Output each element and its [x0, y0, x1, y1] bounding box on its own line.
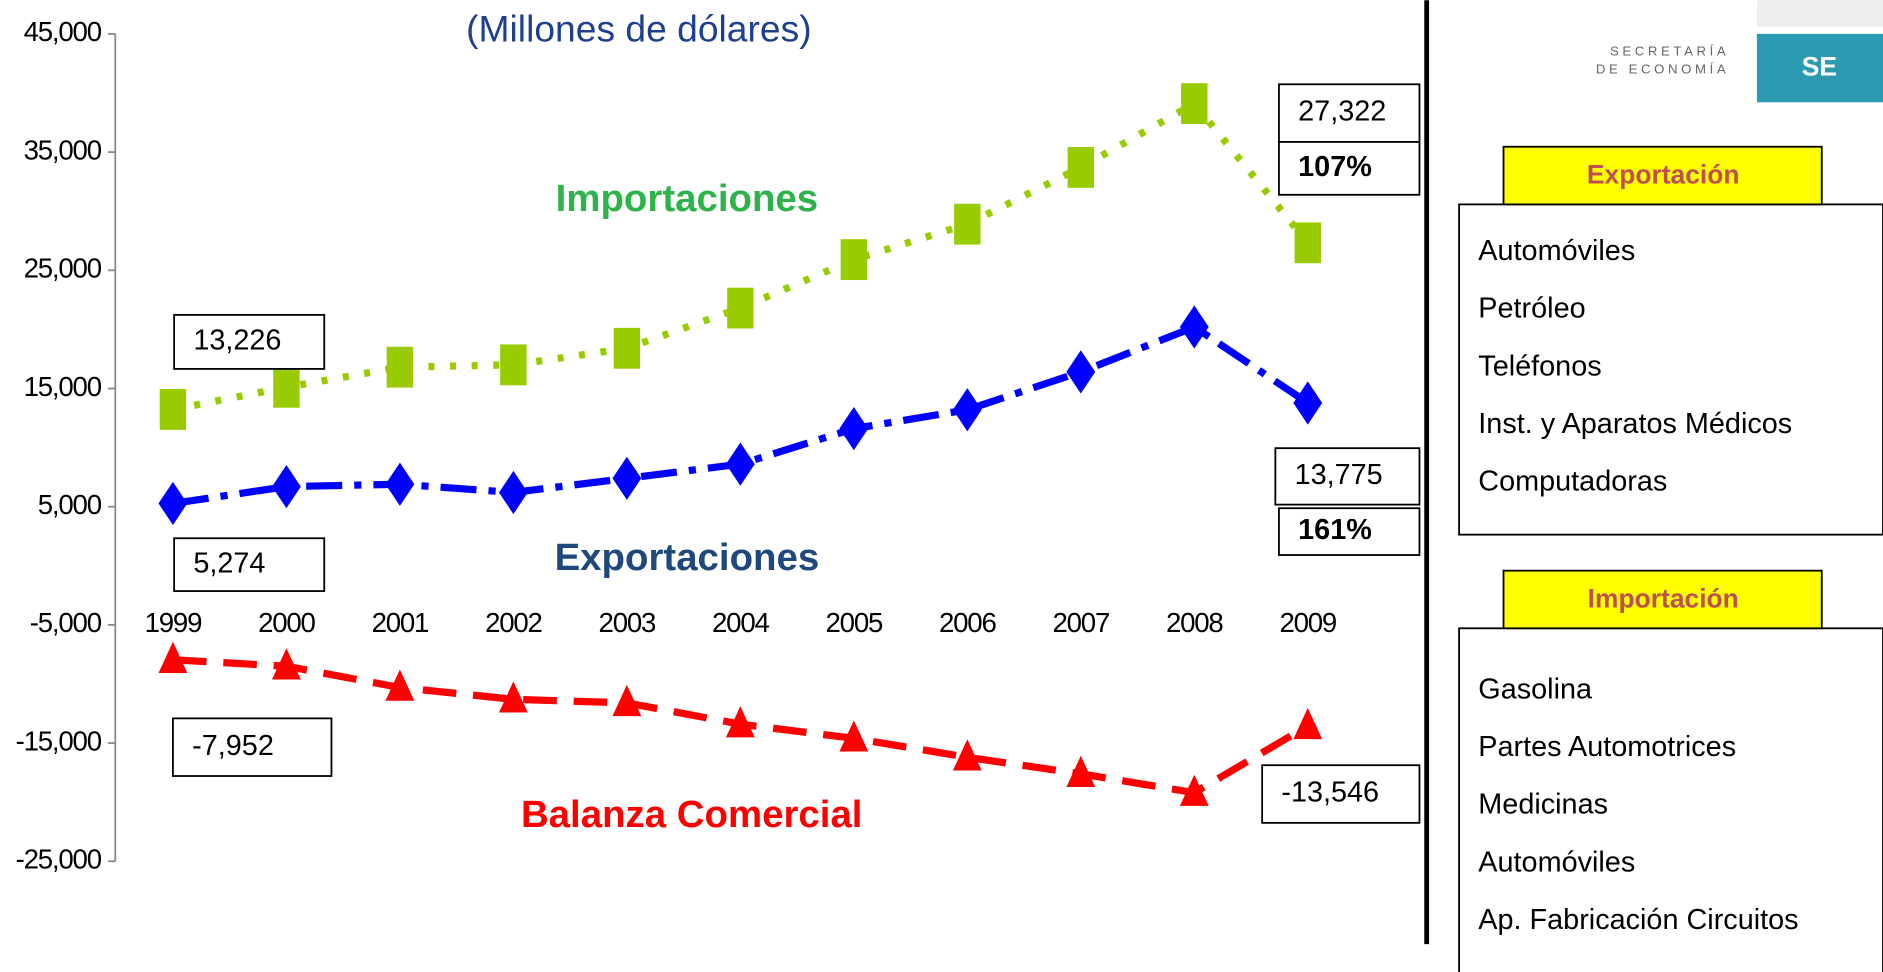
- marker: [498, 681, 528, 713]
- marker: [725, 706, 755, 738]
- value-label-box: [173, 537, 326, 592]
- marker: [1179, 774, 1209, 806]
- value-label: -13,546: [1281, 777, 1379, 809]
- marker: [158, 641, 188, 673]
- x-tick-label: 2009: [1279, 607, 1336, 638]
- annotation-box: [1278, 507, 1421, 556]
- marker: [498, 470, 528, 515]
- logo-emblem: [1756, 0, 1883, 27]
- marker: [1293, 381, 1323, 425]
- chart-subtitle: (Millones de dólares): [466, 7, 811, 49]
- value-label-box: [1274, 447, 1421, 506]
- panel-box: [1458, 627, 1883, 972]
- y-tick-label: 45,000: [24, 16, 102, 47]
- y-tick-label: 5,000: [38, 489, 102, 520]
- panel-item: Ap. Fabricación Circuitos: [1478, 904, 1798, 936]
- panel-item: Inst. y Aparatos Médicos: [1478, 408, 1792, 440]
- value-label: 13,775: [1295, 459, 1383, 491]
- x-tick-label: 2008: [1166, 607, 1223, 638]
- marker: [272, 464, 301, 509]
- panel-header: [1502, 569, 1823, 630]
- annotation: 107%: [1298, 151, 1372, 183]
- series-line: [172, 98, 1311, 413]
- x-tick-label: 2006: [939, 607, 996, 638]
- marker: [386, 346, 414, 388]
- marker: [727, 287, 754, 329]
- y-tick-label: 15,000: [24, 371, 102, 402]
- marker: [612, 684, 642, 717]
- logo-initials: SE: [1802, 52, 1837, 82]
- panel-item: Medicinas: [1478, 789, 1608, 821]
- marker: [500, 344, 527, 386]
- panel-item: Partes Automotrices: [1478, 731, 1736, 763]
- value-label: 13,226: [193, 325, 281, 357]
- logo-box: [1756, 33, 1883, 103]
- x-tick-label: 2001: [372, 607, 429, 638]
- panel-item: Computadoras: [1478, 466, 1667, 498]
- panel-item: Petróleo: [1478, 293, 1585, 325]
- series-label: Balanza Comercial: [521, 793, 863, 836]
- marker: [1181, 83, 1208, 125]
- logo-line: DE ECONOMÍA: [1596, 61, 1729, 76]
- y-tick-label: -5,000: [30, 607, 102, 638]
- x-tick-label: 2004: [712, 607, 769, 638]
- y-tick-label: 35,000: [24, 134, 102, 165]
- marker: [1067, 147, 1095, 188]
- marker: [159, 389, 187, 430]
- marker: [1066, 755, 1096, 788]
- x-tick-label: 1999: [145, 607, 202, 638]
- marker: [952, 388, 982, 432]
- marker: [840, 239, 868, 281]
- panel-item: Gasolina: [1478, 673, 1593, 705]
- y-tick-label: -25,000: [16, 844, 102, 875]
- panel-title: Importación: [1588, 584, 1739, 614]
- marker: [839, 407, 869, 451]
- series-label: Exportaciones: [555, 536, 820, 579]
- value-label: -7,952: [192, 730, 274, 762]
- panel-title: Exportación: [1587, 160, 1740, 190]
- series-label: Importaciones: [556, 177, 819, 220]
- marker: [613, 327, 641, 369]
- value-label-box: [173, 313, 326, 370]
- x-tick-label: 2003: [599, 607, 656, 638]
- marker: [158, 481, 188, 526]
- value-label-box: [1261, 764, 1421, 824]
- x-tick-label: 2000: [258, 607, 315, 638]
- panel-item: Teléfonos: [1478, 350, 1601, 382]
- panel-item: Automóviles: [1478, 846, 1635, 878]
- value-label-box: [172, 717, 333, 777]
- marker: [273, 366, 300, 408]
- annotation: 161%: [1298, 514, 1372, 546]
- y-tick-label: -15,000: [16, 725, 102, 756]
- marker: [952, 739, 982, 771]
- marker: [385, 669, 415, 701]
- x-tick-label: 2005: [826, 607, 883, 638]
- annotation-box: [1278, 141, 1421, 196]
- x-tick-label: 2007: [1052, 607, 1109, 638]
- marker: [725, 442, 755, 486]
- marker: [1179, 305, 1209, 349]
- marker: [954, 203, 981, 245]
- panel-box: [1458, 203, 1883, 536]
- marker: [272, 648, 301, 680]
- marker: [1294, 222, 1321, 264]
- logo-line: SECRETARÍA: [1610, 43, 1729, 58]
- y-tick-label: 25,000: [24, 253, 102, 284]
- x-tick-label: 2002: [485, 607, 542, 638]
- value-label: 5,274: [193, 547, 265, 579]
- panel-item: Automóviles: [1478, 235, 1635, 267]
- marker: [1293, 707, 1323, 740]
- marker: [1066, 350, 1096, 394]
- marker: [612, 456, 642, 500]
- panel-header: [1502, 145, 1823, 206]
- marker: [385, 462, 415, 506]
- marker: [839, 720, 869, 752]
- value-label: 27,322: [1298, 96, 1386, 128]
